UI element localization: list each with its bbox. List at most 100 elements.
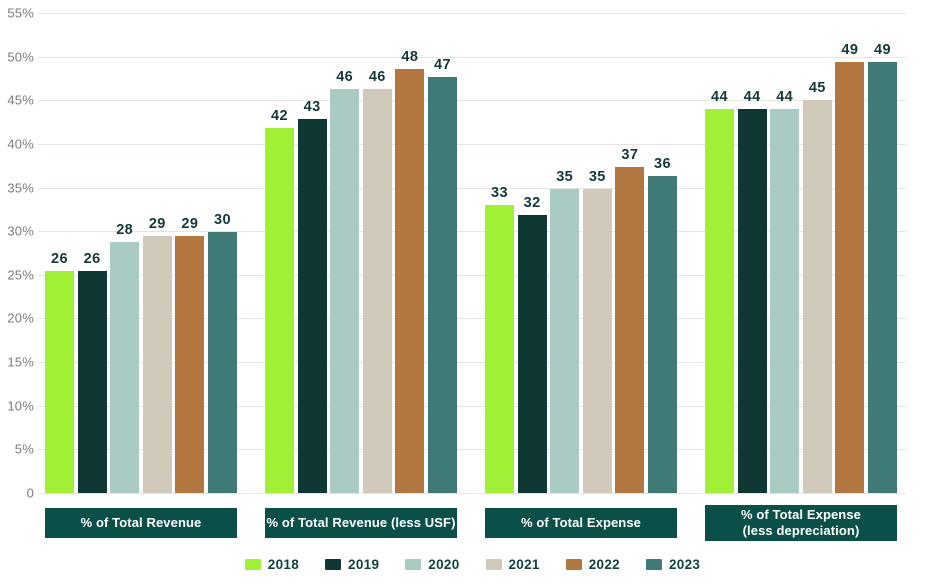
bar-value-label: 47 (434, 56, 451, 73)
y-axis-tick-label: 5% (14, 441, 34, 457)
bar-2019-group-4: 44 (737, 89, 767, 493)
bar-2020-group-4: 44 (770, 89, 800, 493)
bar-2021-group-3: 35 (582, 169, 612, 493)
category-label-text: % of Total Expense (520, 514, 642, 530)
legend-item-2018: 2018 (244, 556, 300, 572)
bar-value-label: 33 (491, 185, 508, 201)
gridline (38, 318, 906, 320)
bar-2019-group-1: 26 (77, 251, 107, 493)
category-label-text: % of Total Revenue (less USF) (266, 514, 456, 530)
bar-value-label: 26 (51, 251, 68, 268)
legend-label: 2022 (588, 556, 620, 572)
bar-value-label: 46 (336, 68, 354, 85)
bar-2022-group-1: 29 (175, 216, 205, 493)
bar-2020-group-3: 35 (550, 169, 580, 493)
gridline (38, 362, 906, 364)
bar-value-label: 32 (523, 194, 541, 211)
gridline (38, 13, 906, 14)
legend-item-2022: 2022 (565, 556, 620, 572)
legend-swatch-icon (565, 558, 582, 570)
bar-2023-group-2: 47 (427, 57, 457, 493)
gridline (38, 187, 906, 189)
category-label-box-4: % of Total Expense (less depreciation) (705, 505, 897, 541)
bar-value-label: 29 (181, 216, 199, 233)
category-label-text: % of Total Revenue (80, 514, 202, 530)
bar-2021-group-1: 29 (142, 216, 172, 493)
legend-label: 2021 (508, 556, 540, 572)
bar-2022-group-3: 37 (615, 147, 645, 493)
legend-swatch-icon (325, 558, 342, 570)
plot-area: 26 26 28 29 29 30 42 43 46 46 48 47 33 32 35 35 37 36 44 44… (38, 13, 906, 494)
bar-value-label: 28 (116, 221, 134, 238)
gridline (38, 100, 906, 102)
legend: 2018 2019 2020 2021 2022 2023 (0, 551, 945, 577)
gridline (38, 405, 906, 407)
legend-item-2019: 2019 (325, 557, 379, 572)
bar-2023-group-3: 36 (647, 156, 677, 493)
y-axis-tick-label: 0 (26, 485, 34, 501)
legend-swatch-icon (244, 558, 261, 570)
y-axis-tick-label: 55% (7, 5, 34, 21)
legend-swatch-icon (405, 558, 422, 570)
bar-2020-group-2: 46 (330, 69, 360, 493)
bar-2020-group-1: 28 (110, 222, 140, 493)
legend-item-2023: 2023 (645, 556, 701, 572)
legend-label: 2019 (348, 556, 380, 572)
legend-swatch-icon (645, 558, 662, 570)
bar-value-label: 29 (148, 216, 166, 233)
bar-value-label: 48 (401, 48, 419, 65)
category-label-box-1: % of Total Revenue (45, 508, 237, 538)
bar-value-label: 46 (368, 68, 386, 85)
bar-group-1: 26 26 28 29 29 30 (45, 13, 237, 493)
category-label-box-3: % of Total Expense (485, 508, 677, 538)
gridline (38, 449, 906, 451)
bar-2021-group-2: 46 (362, 69, 392, 493)
bar-2022-group-4: 49 (835, 42, 865, 493)
bar-2022-group-2: 48 (395, 49, 425, 493)
y-axis-tick-label: 40% (7, 136, 34, 152)
bar-value-label: 35 (588, 169, 606, 186)
bar-value-label: 45 (808, 80, 826, 97)
gridline (38, 274, 906, 276)
y-axis-tick-label: 25% (7, 267, 34, 283)
y-axis: 55% 50% 45% 40% 35% 30% 25% 20% 15% 10% 5% 0 (0, 6, 34, 501)
bar-value-label: 44 (776, 89, 794, 105)
bar-2018-group-2: 42 (265, 108, 294, 493)
category-label-text: % of Total Expense (740, 506, 862, 522)
gridline (38, 56, 906, 58)
bar-value-label: 49 (841, 41, 859, 58)
bar-value-label: 42 (271, 108, 288, 125)
bar-value-label: 37 (621, 146, 639, 163)
bar-2023-group-4: 49 (867, 42, 897, 493)
y-axis-tick-label: 30% (7, 223, 34, 239)
bar-2023-group-1: 30 (207, 212, 237, 493)
gridline (38, 143, 906, 145)
category-label-box-2: % of Total Revenue (less USF) (265, 508, 457, 538)
bar-value-label: 44 (743, 89, 761, 105)
bar-2018-group-3: 33 (485, 185, 514, 493)
bar-2019-group-3: 32 (517, 195, 547, 493)
legend-swatch-icon (485, 558, 502, 570)
gridline (38, 231, 906, 233)
legend-item-2020: 2020 (405, 557, 459, 572)
legend-label: 2023 (668, 556, 701, 572)
y-axis-tick-label: 35% (7, 180, 34, 196)
bar-value-label: 30 (214, 212, 231, 229)
y-axis-tick-label: 50% (7, 49, 34, 65)
bar-group-2: 42 43 46 46 48 47 (265, 13, 457, 493)
bar-value-label: 44 (711, 89, 728, 105)
bar-value-label: 35 (556, 169, 574, 186)
legend-label: 2018 (267, 556, 300, 572)
bar-2018-group-1: 26 (45, 251, 74, 493)
bar-group-3: 33 32 35 35 37 36 (485, 13, 677, 493)
bar-value-label: 36 (654, 156, 671, 173)
category-label-text: (less depreciation) (742, 523, 860, 538)
bar-2019-group-2: 43 (297, 99, 327, 493)
bar-2021-group-4: 45 (802, 80, 832, 493)
bar-2018-group-4: 44 (705, 89, 734, 493)
y-axis-tick-label: 45% (7, 92, 34, 108)
bar-value-label: 49 (874, 41, 891, 58)
y-axis-tick-label: 15% (7, 354, 34, 370)
bar-group-4: 44 44 44 45 49 49 (705, 13, 897, 493)
bar-value-label: 43 (303, 98, 321, 115)
